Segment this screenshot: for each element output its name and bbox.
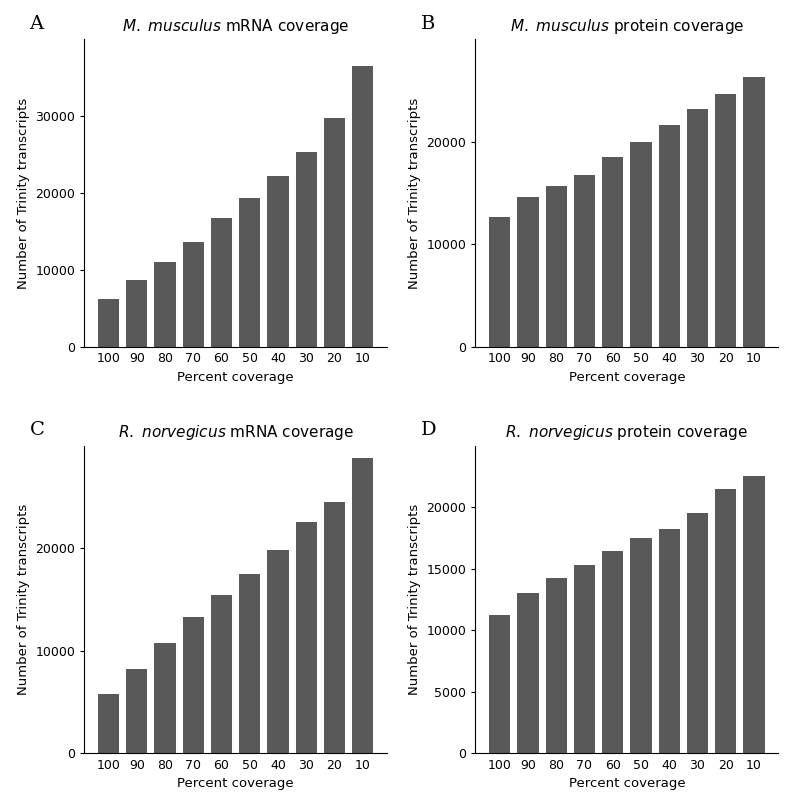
Bar [211,219,232,347]
Bar [324,118,345,347]
Bar [98,694,119,753]
Bar [267,550,289,753]
Bar [630,142,652,347]
Text: B: B [421,15,435,32]
Bar [716,94,736,347]
Title: $\it{M.\ musculus}$ protein coverage: $\it{M.\ musculus}$ protein coverage [510,17,744,36]
Title: $\it{M.\ musculus}$ mRNA coverage: $\it{M.\ musculus}$ mRNA coverage [122,17,349,36]
X-axis label: Percent coverage: Percent coverage [177,777,294,790]
Bar [154,261,176,347]
Bar [743,476,765,753]
Bar [267,176,289,347]
Bar [574,565,595,753]
Title: $\it{R.\ norvegicus}$ mRNA coverage: $\it{R.\ norvegicus}$ mRNA coverage [118,423,354,442]
Bar [98,299,119,347]
Bar [239,198,260,347]
Bar [489,616,510,753]
Bar [687,109,708,347]
Bar [545,186,567,347]
Bar [602,157,623,347]
Bar [602,551,623,753]
Bar [630,537,652,753]
Text: A: A [29,15,44,32]
Bar [183,617,204,753]
Y-axis label: Number of Trinity transcripts: Number of Trinity transcripts [17,504,29,695]
Text: D: D [421,421,436,439]
Bar [545,579,567,753]
Bar [126,280,147,347]
Bar [154,643,176,753]
Y-axis label: Number of Trinity transcripts: Number of Trinity transcripts [408,98,421,289]
Bar [239,574,260,753]
Bar [324,502,345,753]
Bar [211,596,232,753]
Bar [126,669,147,753]
Bar [352,66,374,347]
Bar [352,458,374,753]
Bar [716,488,736,753]
Bar [296,522,317,753]
Title: $\it{R.\ norvegicus}$ protein coverage: $\it{R.\ norvegicus}$ protein coverage [506,423,748,442]
X-axis label: Percent coverage: Percent coverage [177,371,294,384]
Bar [658,125,680,347]
Bar [518,197,538,347]
Bar [489,217,510,347]
Y-axis label: Number of Trinity transcripts: Number of Trinity transcripts [17,98,29,289]
Bar [658,529,680,753]
Bar [574,174,595,347]
Y-axis label: Number of Trinity transcripts: Number of Trinity transcripts [408,504,421,695]
Bar [518,593,538,753]
X-axis label: Percent coverage: Percent coverage [568,371,685,384]
Bar [743,77,765,347]
X-axis label: Percent coverage: Percent coverage [568,777,685,790]
Bar [183,241,204,347]
Bar [687,513,708,753]
Bar [296,153,317,347]
Text: C: C [29,421,45,439]
